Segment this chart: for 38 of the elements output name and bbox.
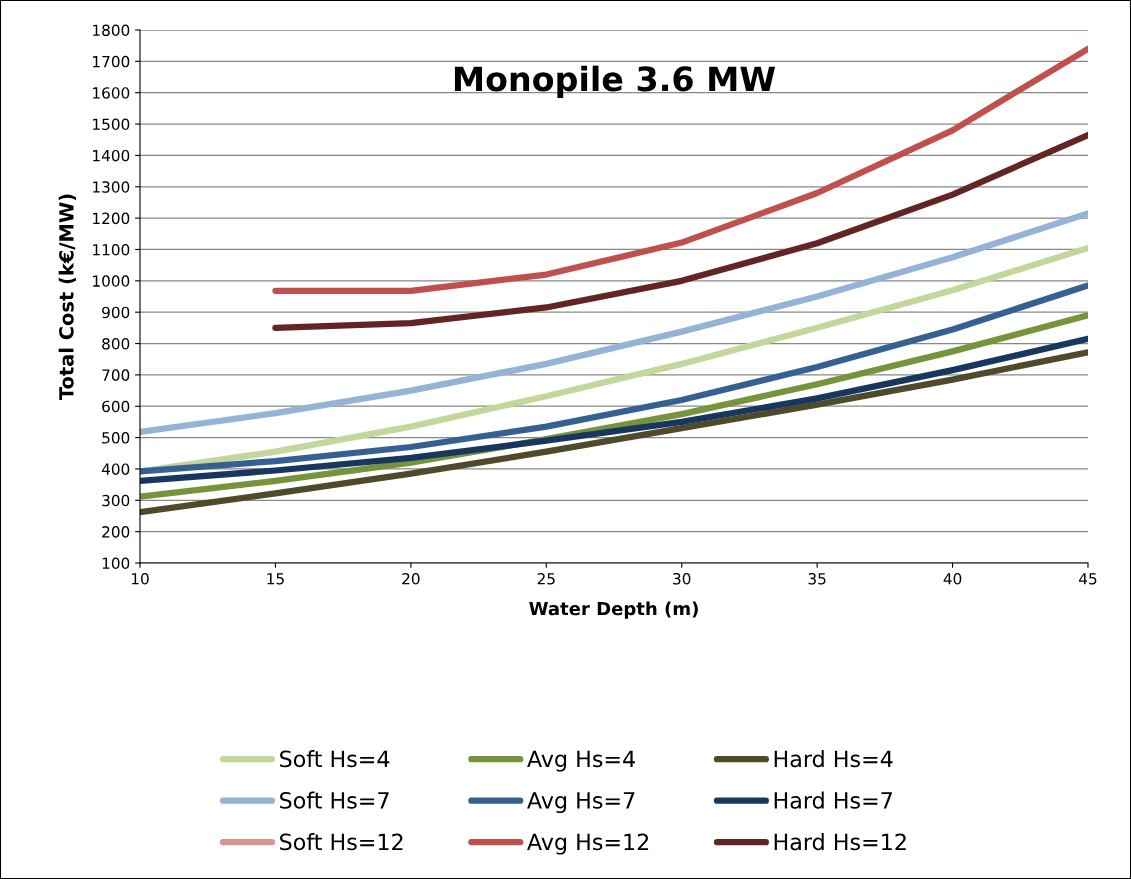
y-tick-label: 800	[102, 337, 130, 350]
x-tick-label: 20	[402, 572, 420, 585]
x-tick-label: 45	[1079, 573, 1097, 585]
y-tick-label: 1000	[93, 275, 130, 287]
y-tick-label: 700	[102, 369, 130, 381]
x-tick-label: 15	[267, 573, 284, 585]
text: Monopile 3.6 MW	[454, 65, 776, 98]
x-tick-label: 35	[808, 572, 826, 585]
y-tick-label: 300	[102, 494, 130, 507]
y-tick-label: 1400	[93, 149, 130, 162]
y-tick-label: 900	[102, 306, 130, 319]
y-tick-label: 1300	[93, 181, 130, 193]
legend-label: Soft Hs=12	[280, 833, 403, 851]
y-tick-label: 1700	[93, 55, 130, 68]
legend-label: Avg Hs=4	[527, 750, 635, 772]
y-tick-label: 1200	[93, 212, 130, 225]
y-tick-label: 1500	[93, 118, 130, 131]
x-tick-label: 40	[943, 572, 962, 585]
y-tick-label: 200	[102, 526, 130, 538]
legend-label: Avg Hs=12	[527, 833, 649, 855]
legend-label: Hard Hs=4	[774, 750, 893, 768]
y-tick-label: 400	[101, 463, 130, 475]
x-tick-label: 25	[537, 572, 555, 585]
x-tick-label: 30	[673, 572, 691, 585]
legend-label: Soft Hs=7	[280, 791, 389, 809]
y-tick-label: 100	[102, 557, 130, 570]
y-axis-title: Total Cost (k€/MW)	[58, 194, 77, 401]
y-tick-label: 500	[102, 432, 130, 444]
y-tick-label: 1100	[93, 243, 130, 256]
y-tick-label: 1800	[93, 24, 130, 37]
legend-label: Avg Hs=7	[527, 792, 635, 814]
legend-label: Soft Hs=4	[280, 750, 390, 768]
x-axis-title: Water Depth (m)	[529, 601, 698, 619]
legend-label: Hard Hs=12	[774, 833, 906, 851]
y-tick-label: 600	[102, 400, 130, 413]
legend-label: Hard Hs=7	[774, 791, 892, 809]
y-tick-label: 1600	[93, 87, 130, 99]
x-tick-label: 10	[131, 572, 149, 585]
